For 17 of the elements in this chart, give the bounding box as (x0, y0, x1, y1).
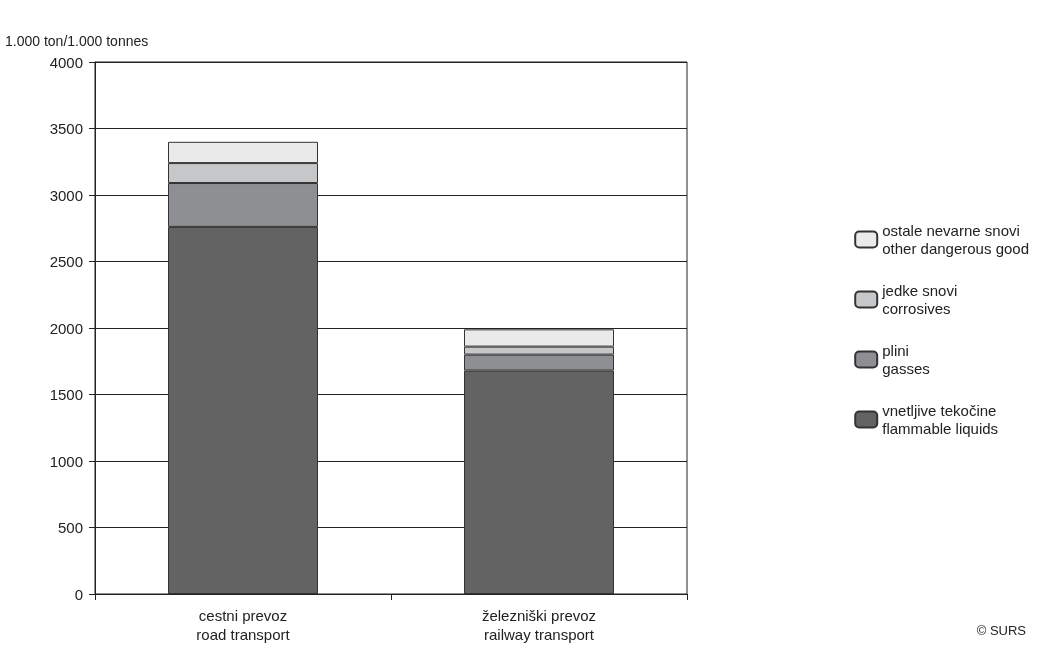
legend-label: vnetljive tekočine flammable liquids (882, 402, 999, 437)
y-tick-label: 1000 (49, 452, 83, 470)
y-tick-label: 4000 (49, 53, 83, 71)
x-tick-label: cestni prevoz road transport (196, 607, 291, 643)
legend-label: jedke snovi corrosives (881, 282, 958, 317)
legend-label: plini gasses (882, 342, 930, 377)
y-tick-label: 0 (74, 585, 83, 603)
y-tick-label: 500 (57, 519, 83, 536)
y-tick-label: 2000 (49, 319, 83, 337)
legend-label: ostale nevarne snovi other dangerous good (882, 222, 1030, 257)
text: © SURS (976, 623, 1027, 638)
y-tick-label: 2500 (49, 253, 83, 270)
x-tick-label: železniški prevoz railway transport (481, 607, 597, 643)
y-tick-label: 1500 (49, 386, 83, 403)
y-tick-label: 3000 (49, 186, 83, 204)
y-axis-title: 1.000 ton/1.000 tonnes (5, 33, 149, 49)
y-tick-label: 3500 (49, 120, 83, 137)
